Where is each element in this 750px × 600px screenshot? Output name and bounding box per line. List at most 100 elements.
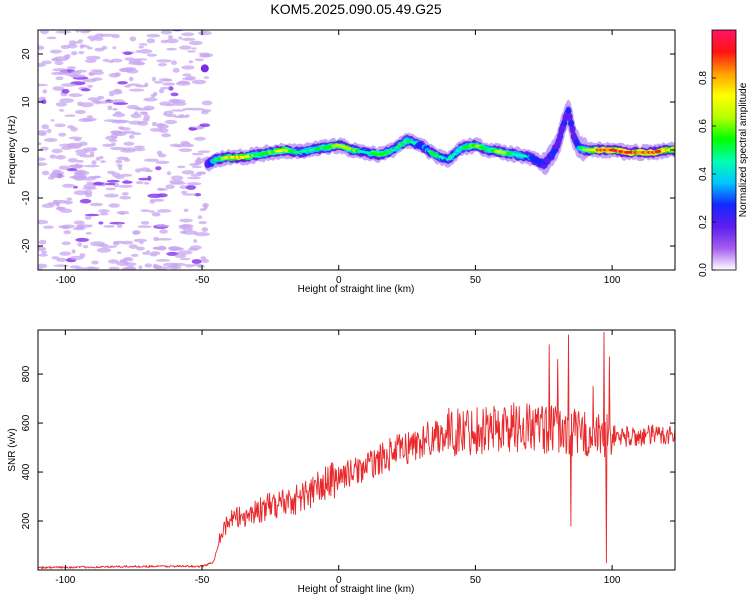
noise-speckle <box>186 182 202 186</box>
noise-speckle <box>191 79 207 85</box>
noise-speckle <box>194 160 202 165</box>
x-tick-label: 50 <box>470 275 482 286</box>
noise-speckle <box>103 225 115 228</box>
noise-speckle <box>121 240 134 245</box>
noise-speckle <box>182 230 198 235</box>
noise-speckle <box>132 230 141 235</box>
noise-speckle <box>38 219 49 225</box>
noise-speckle <box>99 212 109 216</box>
noise-speckle <box>180 190 188 194</box>
noise-speckle <box>73 170 90 176</box>
colorbar-tick-label: 0.6 <box>698 119 709 133</box>
noise-speckle <box>78 51 85 55</box>
noise-speckle <box>191 263 203 267</box>
noise-speckle <box>58 71 70 75</box>
snr-ylabel: SNR (v/v) <box>7 428 18 471</box>
noise-speckle <box>188 40 203 46</box>
noise-speckle <box>128 76 134 82</box>
noise-speckle <box>199 123 211 127</box>
noise-speckle <box>69 255 84 260</box>
noise-speckle <box>172 67 180 73</box>
noise-speckle <box>54 123 66 128</box>
noise-speckle <box>75 152 87 156</box>
noise-speckle <box>118 184 133 188</box>
noise-speckle <box>68 93 83 98</box>
noise-speckle <box>77 242 83 247</box>
noise-speckle <box>133 58 148 61</box>
noise-speckle <box>144 263 153 268</box>
ridge-peak <box>308 148 314 152</box>
noise-speckle <box>182 227 193 232</box>
noise-speckle <box>50 119 55 122</box>
noise-speckle <box>41 60 52 65</box>
colorbar-gradient <box>711 29 737 271</box>
noise-speckle <box>117 81 128 85</box>
spectrogram-ylabel: Frequency (Hz) <box>7 116 18 185</box>
ridge-core <box>569 126 576 132</box>
noise-speckle <box>126 69 139 74</box>
noise-speckle <box>165 113 177 118</box>
noise-speckle <box>155 166 162 171</box>
y-tick-label: 800 <box>21 365 32 382</box>
noise-speckle <box>203 76 210 79</box>
noise-speckle <box>146 53 158 57</box>
noise-speckle <box>112 241 120 246</box>
noise-speckle <box>52 68 68 72</box>
noise-speckle <box>114 72 121 77</box>
noise-speckle <box>123 141 135 146</box>
noise-speckle <box>178 114 185 118</box>
noise-speckle <box>146 33 161 38</box>
ridge-peak <box>302 149 308 153</box>
noise-speckle <box>108 90 123 95</box>
noise-speckle <box>142 251 147 255</box>
noise-speckle <box>145 169 153 173</box>
noise-speckle <box>110 130 124 136</box>
noise-speckle <box>188 60 194 64</box>
noise-speckle <box>129 36 137 42</box>
noise-speckle <box>159 86 170 90</box>
noise-speckle <box>162 82 176 86</box>
noise-speckle <box>66 66 77 70</box>
noise-speckle <box>75 237 90 242</box>
noise-speckle <box>84 266 100 270</box>
noise-speckle <box>92 71 105 75</box>
noise-speckle <box>194 136 206 141</box>
noise-speckle <box>93 175 101 179</box>
noise-speckle <box>84 216 92 220</box>
ridge-peak <box>440 156 446 160</box>
noise-speckle <box>106 170 116 175</box>
noise-speckle <box>76 160 84 163</box>
noise-speckle <box>121 267 133 270</box>
noise-speckle <box>73 190 88 196</box>
noise-speckle <box>181 170 195 175</box>
noise-speckle <box>41 203 55 208</box>
noise-speckle <box>128 88 145 92</box>
x-tick-label: -100 <box>55 275 75 286</box>
noise-speckle <box>67 158 78 163</box>
noise-speckle <box>156 150 163 155</box>
noise-speckle <box>148 210 155 213</box>
noise-speckle <box>105 187 116 191</box>
noise-speckle <box>38 162 48 167</box>
noise-speckle <box>118 165 123 171</box>
noise-speckle <box>114 111 122 115</box>
noise-speckle <box>98 221 104 225</box>
noise-speckle <box>40 30 49 35</box>
noise-speckle <box>70 126 78 132</box>
noise-speckle <box>108 60 114 64</box>
noise-speckle <box>42 225 54 229</box>
noise-speckle <box>108 139 118 143</box>
noise-speckle <box>95 156 101 161</box>
noise-speckle <box>172 247 185 251</box>
noise-speckle <box>151 121 158 127</box>
y-tick-label: 20 <box>21 48 32 60</box>
noise-speckle <box>159 229 168 234</box>
noise-speckle <box>200 31 206 36</box>
noise-speckle <box>156 59 172 63</box>
noise-speckle <box>82 245 89 249</box>
noise-speckle <box>187 50 196 53</box>
noise-speckle <box>58 132 67 137</box>
noise-speckle <box>116 261 129 266</box>
noise-speckle <box>67 43 78 49</box>
